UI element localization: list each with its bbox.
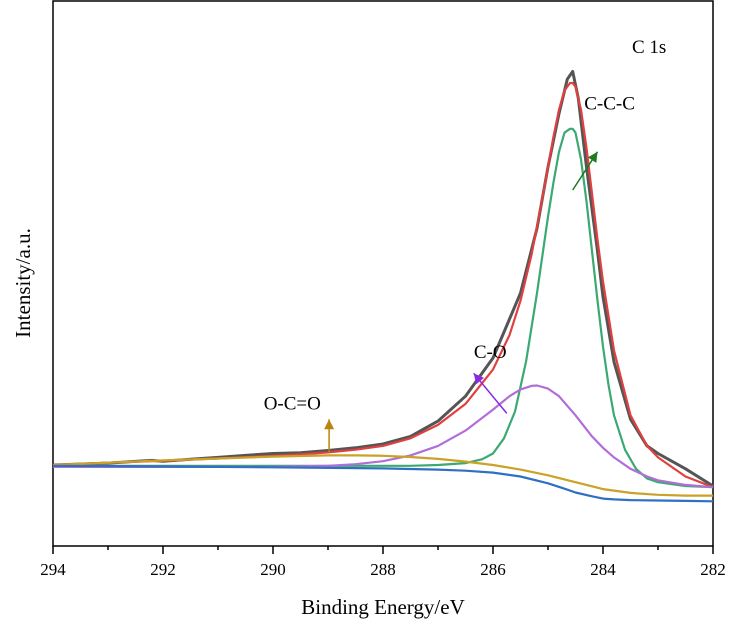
x-tick-label: 292 [150,560,176,579]
series-raw [52,70,714,488]
annotation-label-o-c-o: O-C=O [264,394,321,415]
curves-layer [52,70,714,503]
annotation-arrowhead-c-o [473,373,484,385]
annotations-layer: C-C-C C-O O-C=O [264,94,635,453]
annotation-label-c-o: C-O [474,342,507,363]
x-tick-label: 294 [40,560,66,579]
x-tick-label: 284 [590,560,616,579]
x-axis-label: Binding Energy/eV [301,595,465,619]
annotation-arrowhead-o-c-o [324,419,335,430]
annotation-label-c-c-c: C-C-C [584,94,635,115]
series-c-o [53,384,714,489]
series-c-c-c [53,127,714,489]
panel-label: C 1s [632,37,666,58]
series-o-c-o [52,454,713,497]
x-tick-label: 282 [700,560,726,579]
x-axis-ticks: 294 292 290 288 286 284 282 [40,546,726,579]
plot-frame [52,0,714,547]
y-axis-label: Intensity/a.u. [11,228,35,338]
x-tick-label: 286 [480,560,506,579]
series-envelope [52,81,714,489]
x-tick-label: 288 [370,560,396,579]
series-background [52,464,714,503]
x-tick-label: 290 [260,560,286,579]
annotation-arrowhead-c-c-c [587,151,598,163]
